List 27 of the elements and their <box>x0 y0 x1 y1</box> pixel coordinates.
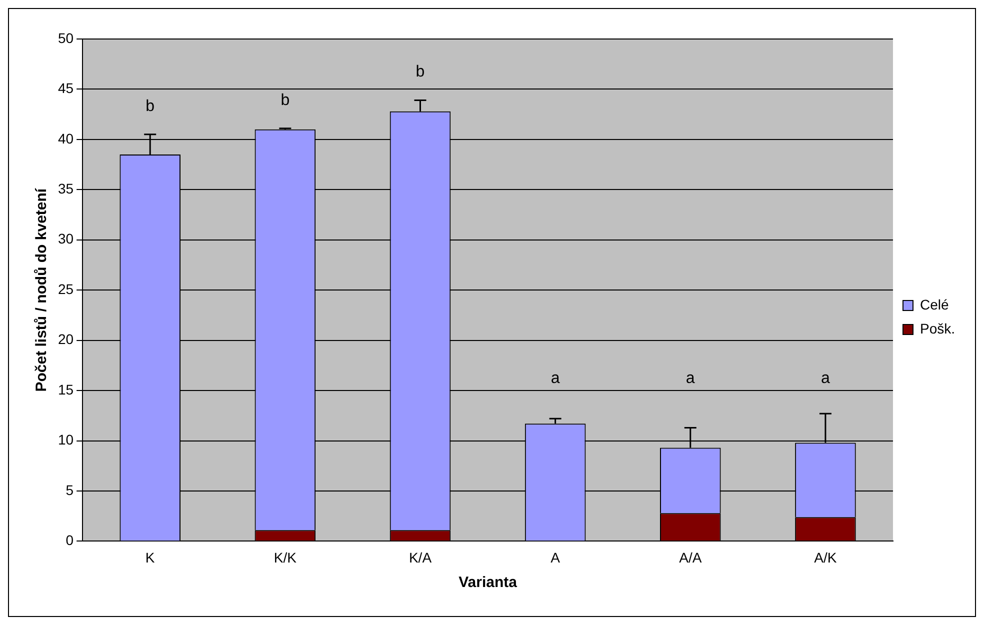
x-tick-label: A/K <box>814 549 838 566</box>
y-tick-label: 50 <box>58 30 74 46</box>
annotation: b <box>416 64 425 81</box>
y-tick-label: 15 <box>58 381 74 398</box>
y-tick-label: 35 <box>58 180 74 197</box>
x-tick-label: K/K <box>274 549 298 566</box>
y-tick-label: 45 <box>58 80 74 96</box>
y-tick-label: 0 <box>66 532 74 548</box>
legend-label: Celé <box>920 296 949 312</box>
annotation: b <box>280 92 290 109</box>
y-tick-label: 25 <box>58 280 74 297</box>
x-tick-label: K <box>145 549 156 566</box>
x-tick-label: A <box>550 549 561 566</box>
x-tick-label: A/A <box>679 549 702 566</box>
annotation: a <box>550 370 560 387</box>
y-tick-label: 20 <box>58 331 74 348</box>
y-tick-label: 40 <box>58 130 74 146</box>
y-tick-label: 30 <box>58 230 74 247</box>
annotation: b <box>146 98 155 115</box>
y-tick-label: 5 <box>66 482 74 498</box>
y-axis-title: Počet listů / nodů do kvetení <box>33 188 50 392</box>
annotation: a <box>821 370 830 387</box>
annotation: a <box>686 370 695 387</box>
x-axis-title: Varianta <box>458 574 518 592</box>
y-tick-label: 10 <box>58 432 74 448</box>
x-tick-label: K/A <box>408 549 432 566</box>
legend-label: Pošk. <box>920 320 955 336</box>
